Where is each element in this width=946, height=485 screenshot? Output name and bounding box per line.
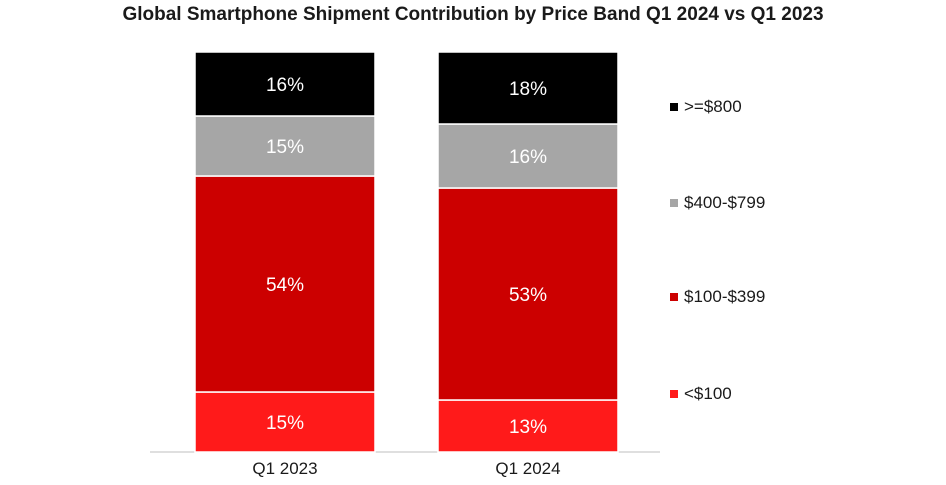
data-label: 18% [509, 79, 547, 100]
data-label: 54% [266, 275, 304, 296]
bar-segment [194, 175, 376, 393]
category-label: Q1 2024 [495, 459, 560, 478]
bar-segment [437, 399, 619, 453]
bar-segment [194, 115, 376, 177]
bar-segment [194, 391, 376, 453]
data-label: 15% [266, 413, 304, 434]
legend-swatch [670, 103, 678, 111]
legend-label: $400-$799 [684, 193, 765, 212]
bar-segment [194, 51, 376, 117]
data-label: 16% [509, 147, 547, 168]
legend-swatch [670, 199, 678, 207]
data-label: 16% [266, 75, 304, 96]
legend-swatch [670, 293, 678, 301]
data-label: 15% [266, 137, 304, 158]
data-label: 53% [509, 285, 547, 306]
legend-label: <$100 [684, 384, 732, 403]
legend-label: >=$800 [684, 97, 742, 116]
bar-segment [437, 51, 619, 125]
category-label: Q1 2023 [252, 459, 317, 478]
legend-swatch [670, 390, 678, 398]
chart-title: Global Smartphone Shipment Contribution … [122, 4, 824, 25]
legend-label: $100-$399 [684, 287, 765, 306]
data-label: 13% [509, 417, 547, 438]
bar-segment [437, 123, 619, 189]
bar-segment [437, 187, 619, 401]
